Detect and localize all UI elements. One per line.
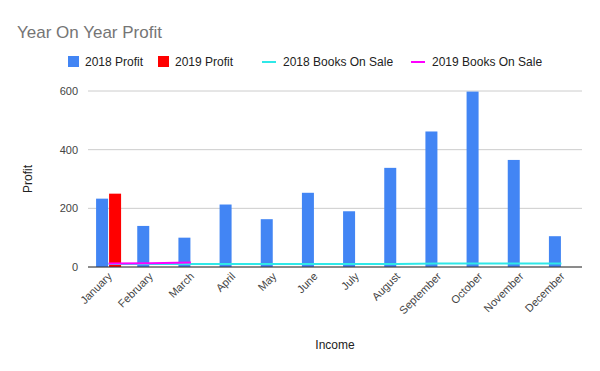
legend-key	[158, 56, 169, 67]
legend-key	[262, 61, 276, 63]
x-axis-title: Income	[315, 338, 355, 352]
bar	[261, 219, 273, 267]
x-tick-label: August	[369, 270, 402, 303]
legend-key	[411, 61, 425, 63]
bar	[425, 131, 437, 267]
bar	[96, 199, 108, 267]
x-tick-label: March	[166, 270, 196, 300]
bar	[467, 92, 479, 267]
x-tick-label: June	[294, 270, 319, 295]
grid	[88, 91, 582, 267]
chart-container: Year On Year Profit 2018 Profit 2019 Profi…	[0, 0, 600, 371]
x-tick-label: January	[78, 270, 115, 307]
y-tick-label: 400	[60, 144, 78, 156]
x-tick-label: May	[255, 270, 279, 294]
legend-label: 2019 Books On Sale	[432, 55, 542, 69]
y-tick-label: 200	[60, 202, 78, 214]
title: Year On Year Profit	[17, 23, 162, 42]
legend-label: 2018 Profit	[85, 55, 144, 69]
x-tick-label: July	[339, 270, 362, 293]
line	[109, 263, 562, 266]
plot-marks	[96, 92, 561, 267]
bar	[302, 193, 314, 267]
bar	[109, 194, 121, 267]
y-tick-label: 600	[60, 85, 78, 97]
grid-line	[88, 91, 582, 92]
bar	[220, 205, 232, 267]
y-tick-label: 0	[72, 261, 78, 273]
bar	[384, 168, 396, 267]
x-tick-label: December	[522, 270, 567, 315]
x-axis-line	[88, 267, 582, 268]
legend-label: 2019 Profit	[175, 55, 234, 69]
x-tick-label: April	[213, 270, 237, 294]
x-tick-label: September	[397, 270, 444, 317]
x-tick-label: October	[448, 270, 484, 306]
bar	[137, 226, 149, 267]
grid-line	[88, 149, 582, 150]
legend-label: 2018 Books On Sale	[283, 55, 393, 69]
x-tick-label: November	[481, 270, 526, 315]
y-axis-title: Profit	[21, 164, 35, 193]
line	[109, 262, 191, 265]
legend: 2018 Profit 2019 Profit 2018 Books On Sale…	[68, 55, 542, 69]
bar	[508, 160, 520, 267]
bar	[549, 236, 561, 267]
chart-svg: Year On Year Profit 2018 Profit 2019 Profi…	[0, 0, 600, 371]
bar	[343, 211, 355, 267]
x-tick-label: February	[116, 270, 156, 310]
grid-line	[88, 267, 582, 268]
legend-key	[68, 56, 79, 67]
